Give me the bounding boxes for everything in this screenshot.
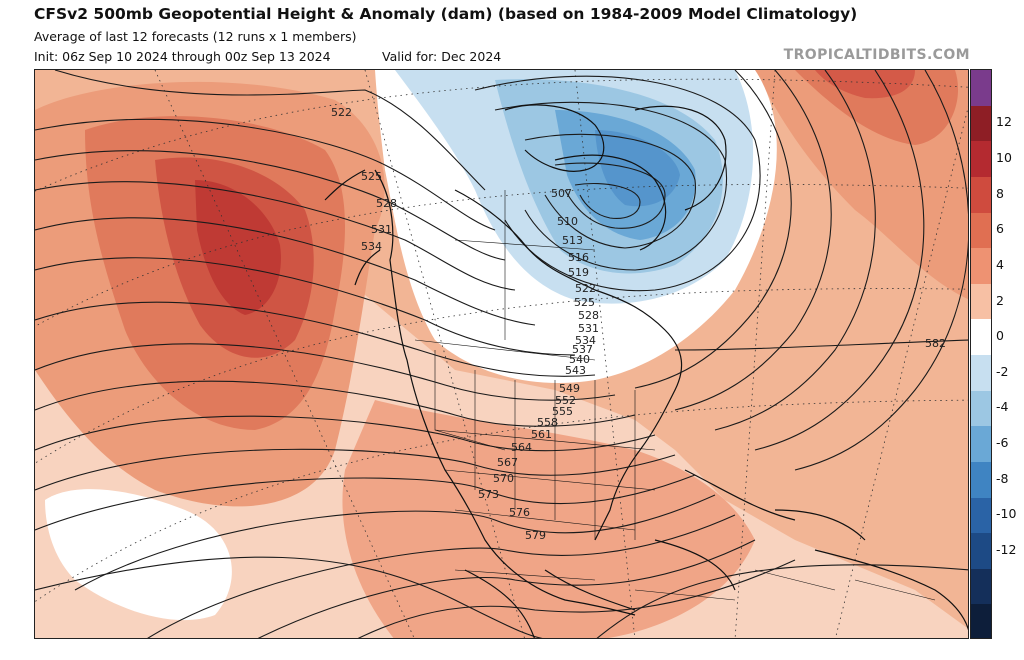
contour-label: 567 <box>497 456 518 469</box>
contour-label: 525 <box>361 170 382 183</box>
colorbar-segment <box>971 461 991 498</box>
contour-label: 510 <box>557 215 578 228</box>
colorbar-tick-label: -6 <box>996 435 1009 451</box>
contour-label: 537 <box>572 343 593 356</box>
contour-label: 534 <box>361 240 382 253</box>
colorbar-segment <box>971 355 991 392</box>
contour-label: 561 <box>531 428 552 441</box>
contour-label: 522 <box>331 106 352 119</box>
borders <box>414 190 936 601</box>
contour-label: 552 <box>555 394 576 407</box>
colorbar-tick-label: -8 <box>996 470 1009 486</box>
map-canvas: 522 525 528 531 534 507 510 513 516 519 … <box>35 70 968 638</box>
colorbar-segment <box>971 212 991 249</box>
contour-label: 543 <box>565 364 586 377</box>
valid-time: Valid for: Dec 2024 <box>382 49 502 64</box>
colorbar-tick-label: -12 <box>996 541 1017 557</box>
contour-labels: 522 525 528 531 534 507 510 513 516 519 … <box>331 106 946 542</box>
height-contours <box>35 70 968 638</box>
colorbar-tick-label: 2 <box>996 292 1004 308</box>
colorbar-tick-label: 10 <box>996 150 1012 166</box>
chart-subtitle: Average of last 12 forecasts (12 runs x … <box>34 29 357 44</box>
contour-label: 555 <box>552 405 573 418</box>
colorbar-segment <box>971 390 991 427</box>
anomaly-map: 522 525 528 531 534 507 510 513 516 519 … <box>34 69 969 639</box>
colorbar-tick-label: 8 <box>996 185 1004 201</box>
contour-label: 558 <box>537 416 558 429</box>
contour-label: 576 <box>509 506 530 519</box>
contour-label: 570 <box>493 472 514 485</box>
colorbar-segment <box>971 533 991 570</box>
colorbar-tick-label: 12 <box>996 114 1012 130</box>
colorbar-segment <box>971 141 991 178</box>
colorbar-segment <box>971 70 991 107</box>
contour-label: 528 <box>578 309 599 322</box>
chart-title: CFSv2 500mb Geopotential Height & Anomal… <box>34 5 858 23</box>
brand-watermark: TROPICALTIDBITS.COM <box>783 47 970 63</box>
colorbar-segment <box>971 604 991 638</box>
contour-label: 513 <box>562 234 583 247</box>
coastlines <box>324 104 968 638</box>
colorbar-tick-label: -10 <box>996 506 1017 522</box>
colorbar-segment <box>971 319 991 356</box>
contour-label: 531 <box>578 322 599 335</box>
init-time: Init: 06z Sep 10 2024 through 00z Sep 13… <box>34 49 331 64</box>
colorbar-tick-label: -4 <box>996 399 1009 415</box>
colorbar-tick-label: 4 <box>996 256 1004 272</box>
contour-label: 525 <box>574 296 595 309</box>
contour-label: 522 <box>575 282 596 295</box>
colorbar-tick-label: 0 <box>996 328 1004 344</box>
graticule <box>35 70 968 638</box>
contour-label: 579 <box>525 529 546 542</box>
contour-label: 531 <box>371 223 392 236</box>
colorbar-segment <box>971 568 991 605</box>
colorbar-segment <box>971 176 991 213</box>
contour-label: 582 <box>925 337 946 350</box>
contour-label: 528 <box>376 197 397 210</box>
colorbar <box>970 69 992 639</box>
contour-label: 516 <box>568 251 589 264</box>
colorbar-segment <box>971 497 991 534</box>
contour-label: 573 <box>478 488 499 501</box>
colorbar-tick-label: -2 <box>996 363 1009 379</box>
contour-label: 540 <box>569 353 590 366</box>
anomaly-fills <box>35 70 968 638</box>
colorbar-tick-label: 6 <box>996 221 1004 237</box>
contour-label: 519 <box>568 266 589 279</box>
contour-label: 534 <box>575 334 596 347</box>
colorbar-segment <box>971 248 991 285</box>
contour-label: 507 <box>551 187 572 200</box>
colorbar-segment <box>971 283 991 320</box>
colorbar-segment <box>971 426 991 463</box>
contour-label: 564 <box>511 441 532 454</box>
contour-label: 549 <box>559 382 580 395</box>
colorbar-segment <box>971 105 991 142</box>
